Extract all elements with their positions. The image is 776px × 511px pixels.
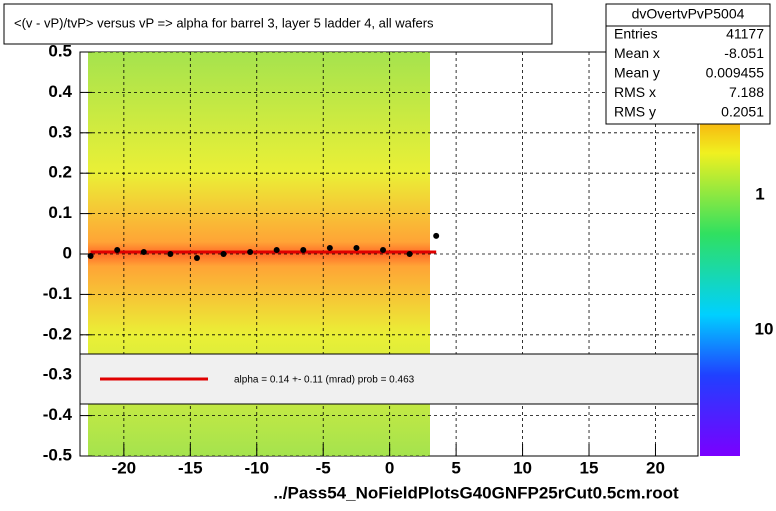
y-tick-label: 0.3	[48, 122, 72, 141]
y-tick-label: 0	[63, 243, 72, 262]
stats-label: Mean x	[614, 45, 660, 61]
x-axis-label: ../Pass54_NoFieldPlotsG40GNFP25rCut0.5cm…	[273, 483, 679, 502]
profile-point	[326, 244, 333, 251]
legend-text: alpha = 0.14 +- 0.11 (mrad) prob = 0.463	[234, 375, 415, 386]
profile-point	[220, 251, 227, 257]
profile-point	[273, 246, 280, 253]
profile-point	[167, 251, 174, 257]
y-tick-label: -0.5	[43, 445, 72, 464]
x-tick-label: -10	[244, 458, 269, 477]
stats-label: RMS y	[614, 104, 656, 120]
y-tick-label: -0.1	[43, 284, 72, 303]
x-tick-label: 5	[451, 458, 460, 477]
y-tick-label: -0.2	[43, 324, 72, 343]
stats-name: dvOvertvPvP5004	[632, 6, 745, 22]
stats-label: Mean y	[614, 65, 660, 81]
x-tick-label: -5	[316, 458, 331, 477]
y-tick-label: 0.1	[48, 203, 72, 222]
y-tick-label: 0.2	[48, 163, 72, 182]
x-tick-label: 20	[646, 458, 665, 477]
profile-point	[140, 248, 147, 255]
stats-value: -8.051	[724, 45, 764, 61]
stats-value: 41177	[726, 26, 764, 42]
chart-title: <(v - vP)/tvP> versus vP => alpha for ba…	[14, 15, 434, 30]
y-tick-label: -0.4	[43, 405, 73, 424]
profile-point	[380, 246, 387, 253]
stats-value: 7.188	[729, 84, 764, 100]
profile-point	[406, 251, 413, 257]
x-tick-label: 0	[385, 458, 394, 477]
x-tick-label: 10	[513, 458, 532, 477]
stats-label: RMS x	[614, 84, 656, 100]
stats-rows: Entries 41177 Mean x -8.051 Mean y 0.009455 RM…	[614, 26, 764, 120]
title-box	[3, 3, 553, 45]
stats-value: 0.2051	[721, 104, 764, 120]
profile-point	[193, 255, 200, 262]
profile-point	[87, 253, 94, 260]
x-tick-label: -15	[178, 458, 203, 477]
profile-point	[353, 244, 360, 251]
profile-point	[433, 232, 440, 239]
y-tick-label: -0.3	[43, 365, 72, 384]
y-tick-label: 0.4	[48, 82, 72, 101]
x-tick-label: -20	[112, 458, 137, 477]
profile-point	[300, 246, 307, 253]
stats-label: Entries	[614, 26, 658, 42]
y-tick-label: 0.5	[48, 41, 72, 60]
profile-point	[247, 248, 254, 255]
stats-value: 0.009455	[706, 65, 765, 81]
stats-box	[605, 3, 771, 125]
color-scale-label: 10	[755, 319, 774, 338]
profile-point	[114, 246, 121, 253]
color-scale-label: 1	[755, 184, 764, 203]
x-tick-label: 15	[580, 458, 599, 477]
